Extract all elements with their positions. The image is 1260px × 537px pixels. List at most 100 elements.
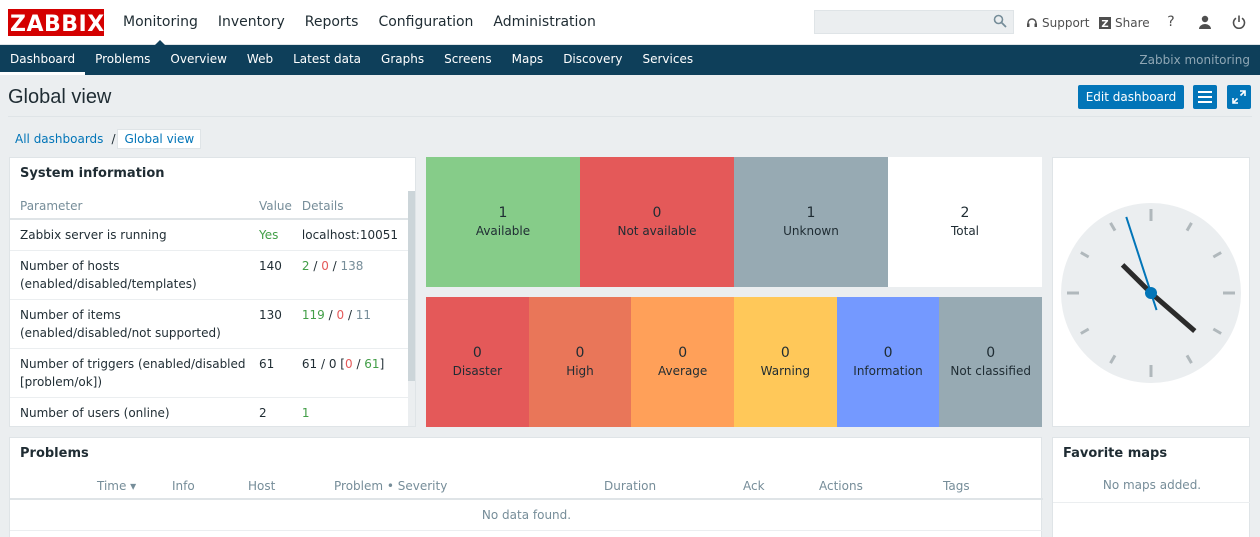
value-cell: 2 <box>258 397 302 426</box>
scrollbar-thumb[interactable] <box>408 191 415 381</box>
clock-tick <box>1109 222 1117 232</box>
host-availability-unknown[interactable]: 1 Unknown <box>734 157 888 287</box>
dashboard-menu-button[interactable] <box>1193 85 1217 109</box>
enabled-count: 119 <box>301 308 325 322</box>
column-header-info: Info <box>172 479 195 493</box>
problems-by-severity-widget: 0 Disaster 0 High 0 Average 0 Warning 0 … <box>426 297 1043 427</box>
separator: / <box>344 308 356 322</box>
count-label: Average <box>658 364 708 378</box>
count-value: 0 <box>472 345 482 361</box>
host-availability-total[interactable]: 2 Total <box>888 157 1042 287</box>
details-cell: localhost:10051 <box>301 219 408 251</box>
severity-disaster[interactable]: 0 Disaster <box>426 297 529 427</box>
sub-nav-graphs[interactable]: Graphs <box>381 52 425 66</box>
clock-center <box>1145 287 1157 299</box>
templates-count: 138 <box>340 259 364 273</box>
help-icon[interactable]: ? <box>1162 13 1180 31</box>
share-label: Share <box>1115 15 1150 30</box>
menu-icon <box>1198 91 1212 103</box>
share-icon: Z <box>1099 16 1111 29</box>
column-header-ack: Ack <box>743 479 765 493</box>
column-header-problem-severity[interactable]: Problem • Severity <box>334 479 448 493</box>
support-link[interactable]: Support <box>1026 16 1089 30</box>
fullscreen-button[interactable] <box>1227 85 1251 109</box>
breadcrumb-all-dashboards[interactable]: All dashboards <box>15 132 104 146</box>
severity-information[interactable]: 0 Information <box>836 297 940 427</box>
severity-average[interactable]: 0 Average <box>631 297 735 427</box>
sub-nav-maps[interactable]: Maps <box>511 52 544 66</box>
page-title: Global view <box>8 86 112 108</box>
breadcrumb-separator: / <box>111 132 116 146</box>
main-nav: Monitoring Inventory Reports Configurati… <box>113 0 606 46</box>
disabled-count: 0 <box>336 308 345 322</box>
share-link[interactable]: Z Share <box>1099 16 1150 30</box>
main-nav-inventory[interactable]: Inventory <box>217 14 285 30</box>
column-header-tags: Tags <box>943 479 970 493</box>
search-input[interactable] <box>814 10 1014 34</box>
search-icon[interactable] <box>993 14 1007 28</box>
column-header-duration: Duration <box>604 479 657 493</box>
host-availability-available[interactable]: 1 Available <box>426 157 580 287</box>
not-supported-count: 11 <box>355 308 372 322</box>
main-nav-configuration[interactable]: Configuration <box>378 14 474 30</box>
sub-nav: Dashboard Problems Overview Web Latest d… <box>0 45 1260 75</box>
edit-dashboard-button[interactable]: Edit dashboard <box>1078 85 1184 109</box>
column-header-host[interactable]: Host <box>248 479 276 493</box>
enabled-count: 2 <box>301 259 310 273</box>
count-label: High <box>566 364 594 378</box>
count-label: Unknown <box>783 224 839 238</box>
separator: / <box>309 259 322 273</box>
help-label: ? <box>1167 14 1175 30</box>
severity-not-classified[interactable]: 0 Not classified <box>939 297 1043 427</box>
main-nav-monitoring[interactable]: Monitoring <box>113 0 208 46</box>
main-nav-administration[interactable]: Administration <box>493 14 596 30</box>
sub-nav-problems[interactable]: Problems <box>95 52 151 66</box>
value-cell: Yes <box>258 219 302 251</box>
widget-title: Favorite maps <box>1063 446 1168 461</box>
count-value: 0 <box>678 345 688 361</box>
header-divider <box>8 116 1252 117</box>
clock-hour-hand <box>1149 291 1197 333</box>
table-row: Zabbix server is running Yes localhost:1… <box>10 219 408 251</box>
triggers-suffix: ] <box>379 357 385 371</box>
svg-text:Z: Z <box>1101 19 1108 29</box>
user-profile-icon[interactable] <box>1196 13 1214 31</box>
clock-tick <box>1080 251 1090 259</box>
severity-warning[interactable]: 0 Warning <box>734 297 837 427</box>
problem-count: 0 <box>344 357 353 371</box>
sub-nav-screens[interactable]: Screens <box>444 52 492 66</box>
sub-nav-dashboard[interactable]: Dashboard <box>0 45 86 75</box>
table-row: Number of users (online) 2 1 <box>10 397 408 426</box>
table-row: Number of items (enabled/disabled/not su… <box>10 299 408 349</box>
column-header-parameter: Parameter <box>10 193 259 220</box>
sub-nav-overview[interactable]: Overview <box>170 52 227 66</box>
sign-out-icon[interactable] <box>1230 13 1248 31</box>
column-header-time[interactable]: Time ▾ <box>97 479 137 493</box>
sub-nav-discovery[interactable]: Discovery <box>563 52 623 66</box>
value-cell: 140 <box>258 250 302 300</box>
count-value: 0 <box>780 345 790 361</box>
count-label: Total <box>950 224 980 238</box>
count-label: Not classified <box>950 364 1031 378</box>
severity-high[interactable]: 0 High <box>528 297 632 427</box>
disabled-count: 0 <box>321 259 329 273</box>
sub-nav-web[interactable]: Web <box>246 52 274 66</box>
details-cell: 1 <box>301 397 408 426</box>
count-value: 2 <box>960 205 970 221</box>
count-label: Warning <box>760 364 811 378</box>
sub-nav-latest-data[interactable]: Latest data <box>293 52 362 66</box>
host-availability-not-available[interactable]: 0 Not available <box>580 157 734 287</box>
main-nav-reports[interactable]: Reports <box>304 14 359 30</box>
count-value: 0 <box>883 345 893 361</box>
count-value: 0 <box>652 205 662 221</box>
zabbix-logo[interactable]: ZABBIX <box>8 9 104 37</box>
ok-count: 61 <box>364 357 380 371</box>
column-header-value: Value <box>258 193 302 220</box>
count-label: Available <box>475 224 531 238</box>
breadcrumb-current[interactable]: Global view <box>117 129 202 149</box>
clock-tick <box>1185 222 1193 232</box>
sub-nav-services[interactable]: Services <box>642 52 694 66</box>
column-header-actions: Actions <box>819 479 863 493</box>
details-cell: 2 / 0 / 138 <box>301 250 408 300</box>
column-header-details: Details <box>301 193 408 220</box>
